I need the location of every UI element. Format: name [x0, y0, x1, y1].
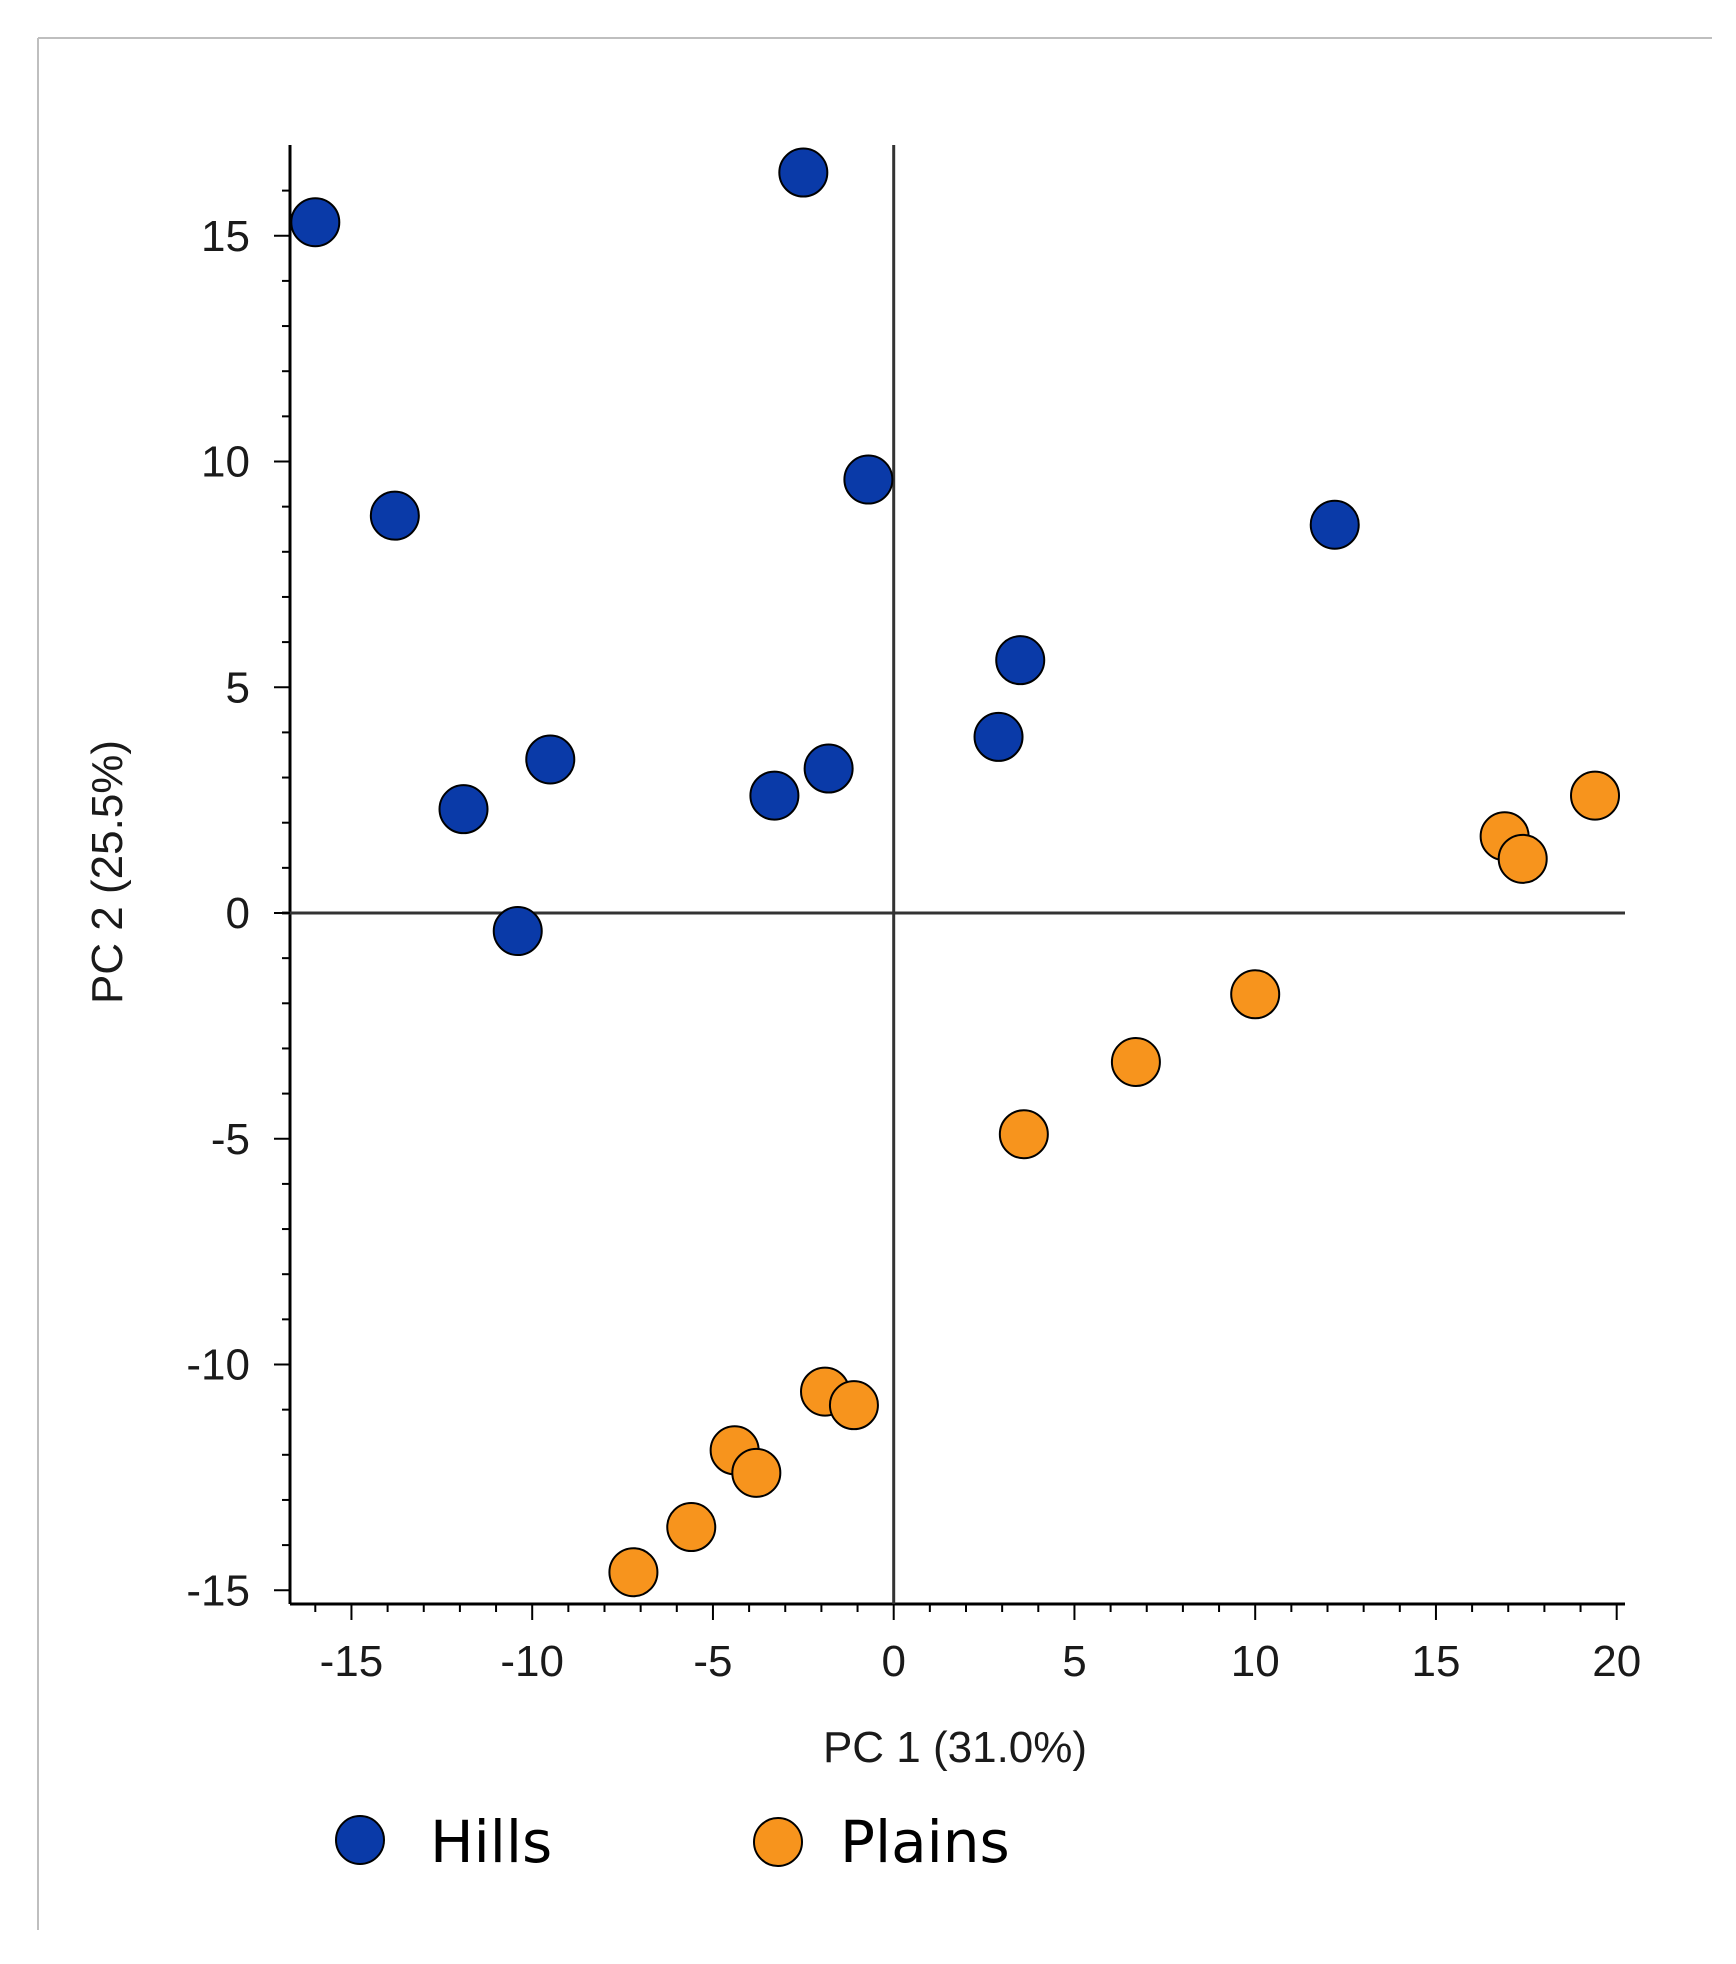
- tick-labels: 15 10 5 0 -5 -10 -15 -15 -10 -5 0 5 10 15 20: [186, 212, 1641, 1686]
- y-axis-title: PC 2 (25.5%): [83, 740, 132, 1004]
- legend: Hills Plains: [335, 1808, 1010, 1876]
- point-hills: [778, 147, 829, 198]
- point-hills: [438, 784, 489, 835]
- x-tick-label: -10: [500, 1637, 564, 1686]
- point-plains: [731, 1447, 782, 1498]
- y-tick-label: -10: [186, 1341, 250, 1390]
- point-hills: [1309, 499, 1360, 550]
- point-hills: [492, 906, 543, 957]
- point-hills: [843, 454, 894, 505]
- y-tick-label: 0: [226, 889, 250, 938]
- point-hills: [973, 711, 1024, 762]
- x-tick-label: -15: [320, 1637, 384, 1686]
- point-plains: [1497, 833, 1548, 884]
- point-hills: [290, 197, 341, 248]
- y-tick-label: -15: [186, 1566, 250, 1615]
- point-plains: [1230, 969, 1281, 1020]
- x-tick-label: 15: [1411, 1637, 1460, 1686]
- point-hills: [525, 734, 576, 785]
- point-plains: [1110, 1036, 1161, 1087]
- y-tick-label: 15: [201, 212, 250, 261]
- axes: [282, 145, 1625, 1606]
- x-tick-label: 10: [1231, 1637, 1280, 1686]
- point-plains: [608, 1547, 659, 1598]
- point-plains: [666, 1502, 717, 1553]
- axis-ticks: [274, 189, 1618, 1620]
- y-tick-label: -5: [211, 1115, 250, 1164]
- point-hills: [803, 743, 854, 794]
- legend-marker-plains: [753, 1817, 803, 1867]
- legend-label-plains: Plains: [840, 1808, 1010, 1876]
- y-tick-label: 5: [226, 663, 250, 712]
- point-hills: [369, 490, 420, 541]
- point-plains: [828, 1380, 879, 1431]
- x-tick-label: 5: [1062, 1637, 1086, 1686]
- x-tick-label: -5: [693, 1637, 732, 1686]
- legend-label-hills: Hills: [430, 1808, 552, 1876]
- x-axis-title: PC 1 (31.0%): [823, 1723, 1087, 1772]
- x-tick-label: 0: [881, 1637, 905, 1686]
- point-plains: [1570, 770, 1621, 821]
- point-hills: [749, 770, 800, 821]
- point-plains: [998, 1109, 1049, 1160]
- data-points: [290, 147, 1621, 1598]
- y-tick-label: 10: [201, 438, 250, 487]
- legend-marker-hills: [335, 1815, 385, 1865]
- x-tick-label: 20: [1592, 1637, 1641, 1686]
- point-hills: [995, 635, 1046, 686]
